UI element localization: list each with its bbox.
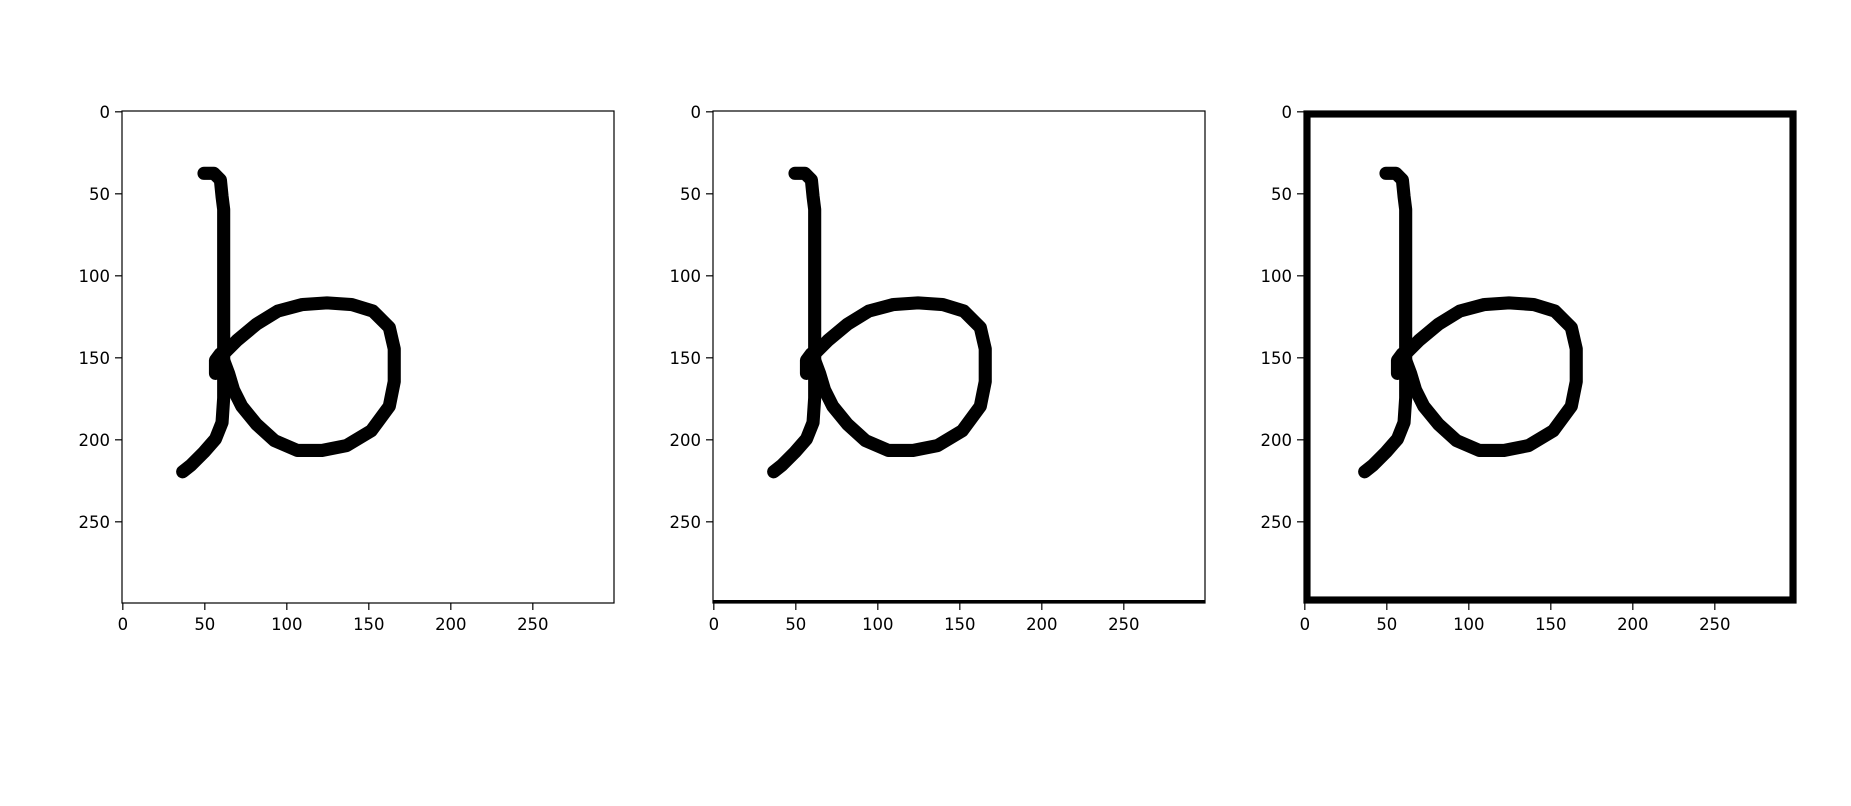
y-tick-label: 0	[100, 103, 111, 122]
glyph-stroke-2	[213, 296, 401, 458]
glyph-stroke-3	[799, 347, 818, 380]
x-tick-label: 50	[785, 615, 806, 634]
x-tick-label: 0	[118, 615, 129, 634]
y-tick-label: 100	[670, 267, 702, 286]
y-tick-label: 200	[670, 431, 702, 450]
x-tick-label: 200	[435, 615, 467, 634]
glyph-stroke-1	[1358, 166, 1413, 479]
glyph-stroke-3	[1390, 347, 1409, 380]
x-tick-label: 100	[271, 615, 303, 634]
y-tick-label: 150	[1261, 349, 1293, 368]
x-tick-label: 250	[517, 615, 549, 634]
x-tick-label: 150	[1535, 615, 1567, 634]
thick-border-frame	[1304, 110, 1797, 604]
x-tick-label: 0	[709, 615, 720, 634]
y-tick-label: 150	[670, 349, 702, 368]
panel-3: 0 50 100 150 200 250 0 50 100 150 200 250	[1261, 103, 1797, 634]
x-tick-label: 150	[944, 615, 976, 634]
y-tick-label: 250	[79, 513, 111, 532]
glyph-stroke-2	[804, 296, 992, 458]
y-tick-label: 50	[1271, 185, 1292, 204]
y-tick-label: 0	[1282, 103, 1293, 122]
glyph-stroke-3	[208, 347, 227, 380]
x-tick-label: 150	[353, 615, 385, 634]
x-tick-label: 250	[1108, 615, 1140, 634]
image-area	[1304, 111, 1796, 603]
letter-b-glyph	[767, 166, 992, 479]
letter-b-glyph	[176, 166, 401, 479]
y-tick-label: 250	[1261, 513, 1293, 532]
y-tick-label: 200	[1261, 431, 1293, 450]
x-tick-label: 50	[194, 615, 215, 634]
y-tick-label: 250	[670, 513, 702, 532]
glyph-stroke-1	[767, 166, 822, 479]
image-area	[713, 111, 1205, 603]
x-tick-label: 250	[1699, 615, 1731, 634]
letter-b-glyph	[1358, 166, 1583, 479]
axes-frame	[1303, 110, 1797, 604]
image-area	[122, 111, 614, 603]
glyph-stroke-2	[1395, 296, 1583, 458]
x-tick-label: 100	[862, 615, 894, 634]
x-tick-label: 100	[1453, 615, 1485, 634]
y-tick-label: 100	[79, 267, 111, 286]
x-tick-label: 200	[1026, 615, 1058, 634]
axes-frame	[712, 110, 1206, 604]
bottom-edge-line	[713, 600, 1205, 603]
y-tick-label: 200	[79, 431, 111, 450]
y-tick-label: 50	[680, 185, 701, 204]
glyph-stroke-1	[176, 166, 231, 479]
y-tick-label: 0	[691, 103, 702, 122]
y-tick-label: 50	[89, 185, 110, 204]
y-tick-label: 150	[79, 349, 111, 368]
y-tick-label: 100	[1261, 267, 1293, 286]
x-tick-label: 200	[1617, 615, 1649, 634]
panel-2: 0 50 100 150 200 250 0 50 100 150 200 250	[670, 103, 1206, 634]
x-tick-label: 50	[1376, 615, 1397, 634]
axes-frame	[121, 110, 615, 604]
panel-1: 0 50 100 150 200 250 0 50 100 150 200 250	[79, 103, 615, 634]
x-tick-label: 0	[1300, 615, 1311, 634]
